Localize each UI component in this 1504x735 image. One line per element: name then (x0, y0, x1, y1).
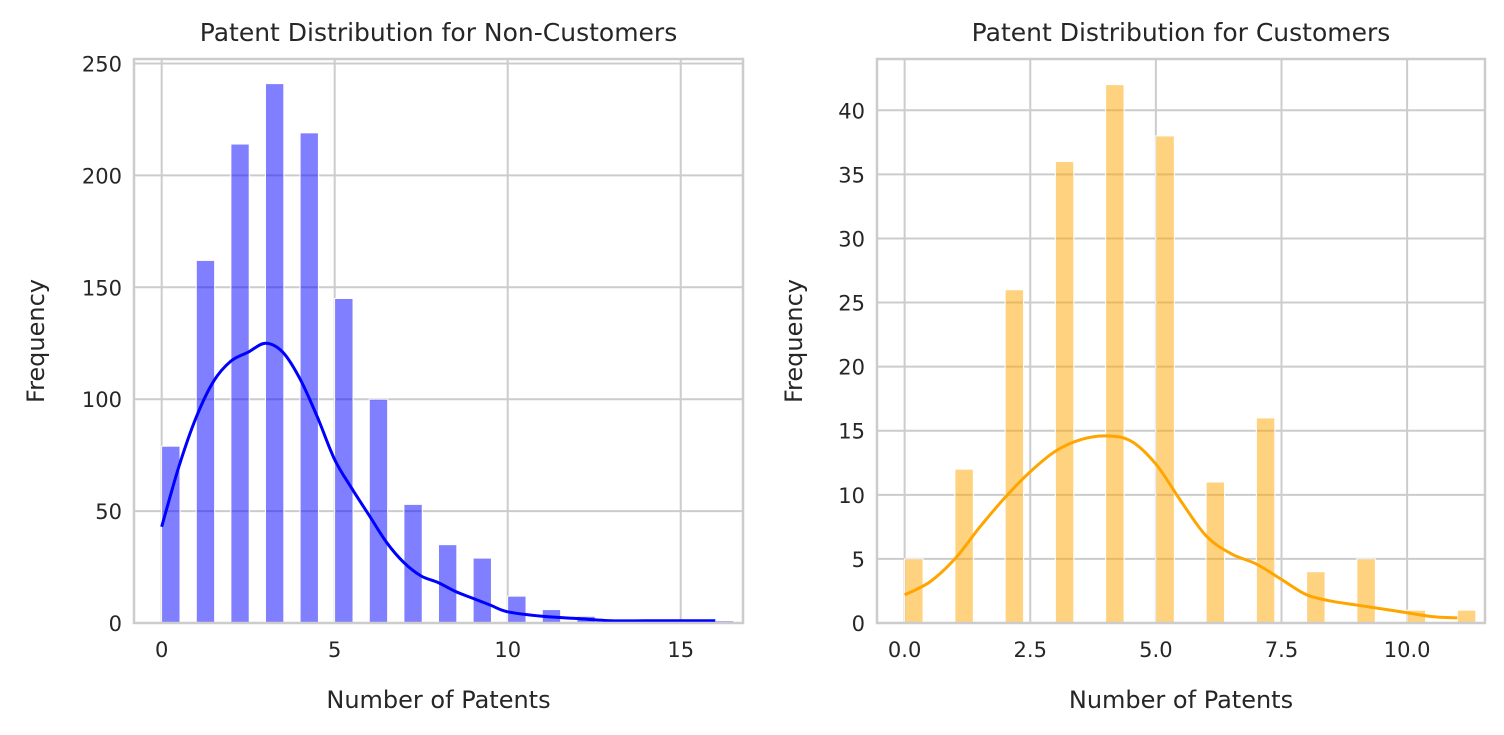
histogram-bar (368, 398, 389, 624)
chart-title: Patent Distribution for Customers (972, 18, 1391, 47)
histogram-bar (1155, 135, 1175, 624)
y-tick-label: 20 (838, 356, 865, 380)
axes-frame (132, 57, 745, 625)
histogram-bars (904, 84, 1477, 624)
y-tick-label: 50 (95, 500, 122, 524)
x-tick-label: 5 (328, 638, 341, 662)
y-axis-label: Frequency (780, 279, 808, 403)
y-tick-label: 200 (82, 164, 122, 188)
histogram-bar (230, 143, 250, 624)
kde-curve (160, 341, 716, 623)
x-axis-label: Number of Patents (326, 686, 550, 714)
y-tick-label: 250 (82, 52, 122, 76)
x-tick-labels: 0 5 10 15 (155, 638, 694, 662)
y-tick-labels: 0 5 10 15 20 25 30 35 40 (838, 99, 865, 636)
y-tick-label: 0 (852, 612, 865, 636)
y-tick-label: 25 (838, 292, 865, 316)
histogram-bar (334, 297, 354, 624)
histogram-bar (1456, 609, 1477, 624)
x-tick-label: 15 (667, 638, 694, 662)
y-tick-label: 15 (838, 420, 865, 444)
histogram-bar (1356, 558, 1376, 624)
histogram-bar (1004, 289, 1025, 624)
histogram-bar (1205, 481, 1226, 624)
histogram-bar (472, 557, 492, 624)
chart-title: Patent Distribution for Non-Customers (200, 18, 678, 47)
x-tick-label: 5.0 (1139, 638, 1172, 662)
histogram-bar (195, 259, 216, 624)
histogram-bars (161, 83, 735, 624)
x-axis-label: Number of Patents (1069, 686, 1293, 714)
x-tick-label: 10.0 (1384, 638, 1431, 662)
x-tick-label: 0 (155, 638, 168, 662)
x-tick-label: 2.5 (1014, 638, 1047, 662)
histogram-bar (1054, 161, 1075, 624)
x-tick-labels: 0.0 2.5 5.0 7.5 10.0 (888, 638, 1431, 662)
customers-panel: 0.0 2.5 5.0 7.5 10.0 0 5 10 15 20 25 30 35 40 Patent… (780, 18, 1487, 714)
y-tick-label: 10 (838, 484, 865, 508)
histogram-bar (507, 595, 527, 624)
y-tick-label: 40 (838, 99, 865, 123)
y-axis-label: Frequency (22, 279, 50, 403)
histogram-bar (1105, 84, 1125, 624)
x-tick-label: 10 (494, 638, 521, 662)
y-tick-label: 30 (838, 227, 865, 251)
y-tick-label: 0 (109, 612, 122, 636)
y-tick-label: 100 (82, 388, 122, 412)
histogram-bar (264, 83, 285, 624)
y-tick-label: 35 (838, 163, 865, 187)
y-tick-labels: 0 50 100 150 200 250 (82, 52, 122, 636)
axes-frame (875, 57, 1487, 625)
y-tick-label: 5 (852, 548, 865, 572)
x-tick-label: 7.5 (1265, 638, 1298, 662)
x-tick-label: 0.0 (888, 638, 921, 662)
histogram-bar (1255, 417, 1276, 624)
non-customers-panel: 0 5 10 15 0 50 100 150 200 250 Patent Distributi… (22, 18, 745, 714)
y-tick-label: 150 (82, 276, 122, 300)
kde-curve (903, 434, 1458, 620)
histogram-bar (299, 132, 319, 624)
